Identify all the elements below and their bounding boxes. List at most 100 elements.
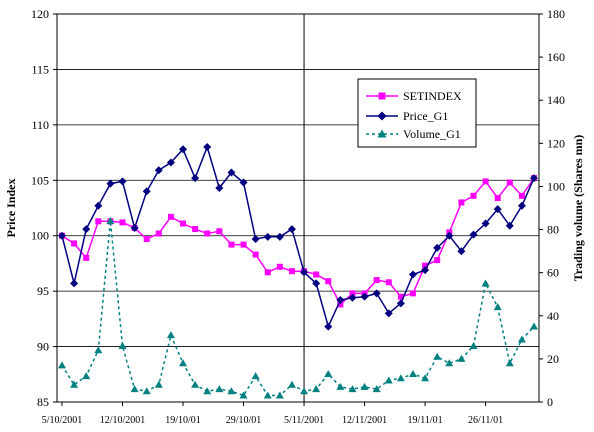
y2-tick-label: 20 (547, 352, 559, 366)
data-point (348, 293, 357, 302)
data-point (227, 168, 236, 177)
data-point (216, 228, 223, 235)
left-axis: 85 90 95 100 105 110 115 120 (31, 7, 57, 409)
data-point (118, 341, 127, 349)
data-point (458, 199, 465, 206)
data-point (433, 352, 442, 360)
data-point (263, 391, 272, 399)
data-point (470, 192, 477, 199)
legend-label-setindex: SETINDEX (403, 89, 462, 103)
data-point (372, 289, 381, 298)
y-axis-title: Price Index (4, 179, 18, 238)
data-point (493, 205, 502, 214)
data-point (434, 257, 441, 264)
data-point (82, 372, 91, 380)
data-point (94, 201, 103, 210)
data-point (240, 241, 247, 248)
data-point (408, 270, 417, 279)
x-tick-label: 29/10/01 (226, 415, 262, 426)
right-axis: 0 20 40 60 80 100 120 140 160 180 (539, 7, 565, 409)
data-point (264, 269, 271, 276)
data-point (275, 391, 284, 399)
data-point (228, 241, 235, 248)
x-tick-label: 19/10/01 (165, 415, 201, 426)
x-tick-label: 5/11/2001 (284, 415, 324, 426)
data-point (118, 177, 127, 186)
series-layer (58, 143, 538, 399)
series-line-price-g1 (61, 144, 535, 329)
data-point (106, 179, 115, 188)
y-tick-label: 120 (31, 7, 49, 21)
data-point (143, 236, 150, 243)
y2-tick-label: 0 (547, 395, 553, 409)
data-point (433, 243, 442, 252)
y2-tick-label: 180 (547, 7, 565, 21)
series-setindex (59, 175, 537, 308)
data-point (204, 230, 211, 237)
data-point (469, 341, 478, 349)
data-point (422, 262, 429, 269)
y-tick-label: 85 (37, 395, 49, 409)
data-point (154, 166, 163, 175)
data-point (203, 387, 212, 395)
data-point (493, 303, 502, 311)
data-point (71, 240, 78, 247)
y2-tick-label: 140 (547, 93, 565, 107)
data-point (372, 385, 381, 393)
y2-tick-label: 100 (547, 179, 565, 193)
data-point (83, 254, 90, 261)
y-tick-label: 115 (31, 62, 49, 76)
data-point (142, 187, 151, 196)
data-point (349, 290, 356, 297)
data-point (312, 385, 321, 393)
y2-tick-label: 120 (547, 136, 565, 150)
data-point (58, 231, 66, 240)
data-point (396, 374, 405, 382)
data-point (252, 251, 259, 258)
data-point (82, 225, 91, 234)
data-point (192, 226, 199, 233)
legend-label-price-g1: Price_G1 (403, 109, 448, 123)
data-point (505, 221, 514, 230)
series-line-volume-g1 (61, 220, 535, 397)
data-point (239, 391, 248, 399)
data-point (313, 271, 320, 278)
data-point (142, 387, 151, 395)
x-tick-label: 12/10/2001 (100, 415, 146, 426)
data-point (276, 263, 283, 270)
data-point (95, 218, 102, 225)
data-point (457, 247, 466, 256)
data-point (517, 201, 526, 210)
data-point (167, 213, 174, 220)
legend: SETINDEX Price_G1 Volume_G1 (357, 78, 477, 148)
legend-item-volume-g1: Volume_G1 (366, 127, 461, 141)
data-point (421, 374, 430, 382)
data-point (360, 382, 369, 390)
data-point (154, 380, 163, 388)
y-tick-label: 110 (31, 118, 49, 132)
data-point (251, 372, 260, 380)
legend-marker-diamond (377, 111, 387, 121)
data-point (336, 296, 345, 305)
data-point (336, 382, 345, 390)
legend-item-setindex: SETINDEX (366, 89, 462, 103)
data-point (300, 268, 309, 277)
legend-item-price-g1: Price_G1 (366, 109, 448, 123)
data-point (106, 216, 115, 224)
data-point (130, 385, 139, 393)
x-tick-label: 26/11/01 (468, 415, 503, 426)
data-point (409, 290, 416, 297)
data-point (179, 359, 188, 367)
data-point (275, 232, 284, 241)
series-volume-g1 (58, 216, 538, 399)
data-point (312, 279, 321, 288)
y2-tick-label: 40 (547, 309, 559, 323)
data-point (287, 380, 296, 388)
data-point (530, 322, 538, 330)
data-point (421, 266, 430, 275)
data-point (385, 279, 392, 286)
data-point (517, 335, 526, 343)
data-point (263, 232, 272, 241)
data-point (215, 385, 224, 393)
